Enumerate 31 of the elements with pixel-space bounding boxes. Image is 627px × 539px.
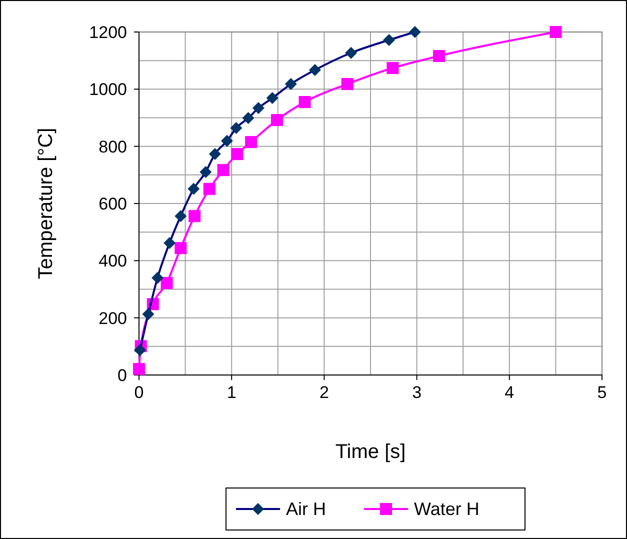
y-tick-label: 600 xyxy=(98,194,127,214)
point xyxy=(270,114,283,126)
x-tick-label: 5 xyxy=(597,383,607,402)
y-tick-label: 1000 xyxy=(89,80,127,100)
y-tick-label: 1200 xyxy=(89,23,127,42)
point xyxy=(433,50,446,62)
legend-label: Air H xyxy=(286,499,326,519)
point xyxy=(245,136,258,148)
y-tick-label: 0 xyxy=(118,366,127,385)
x-axis-title: Time [s] xyxy=(335,441,406,463)
point xyxy=(203,182,216,195)
x-tick-label: 4 xyxy=(504,383,514,402)
point xyxy=(160,276,173,289)
point xyxy=(133,362,145,375)
point xyxy=(386,62,399,74)
x-tick-label: 0 xyxy=(134,383,144,402)
point xyxy=(550,26,562,38)
legend-label: Water H xyxy=(414,499,480,519)
x-tick-label: 2 xyxy=(319,383,329,402)
y-axis-title: Temperature [°C] xyxy=(35,128,57,280)
point xyxy=(298,96,311,108)
x-tick-label: 1 xyxy=(226,383,236,402)
x-tick-label: 3 xyxy=(412,383,422,402)
point xyxy=(231,148,244,160)
y-tick-label: 200 xyxy=(98,308,127,328)
point xyxy=(174,242,187,254)
y-tick-label: 400 xyxy=(98,252,127,271)
point xyxy=(217,164,230,176)
point xyxy=(341,78,354,90)
point xyxy=(188,210,201,222)
y-tick-label: 800 xyxy=(98,137,127,156)
